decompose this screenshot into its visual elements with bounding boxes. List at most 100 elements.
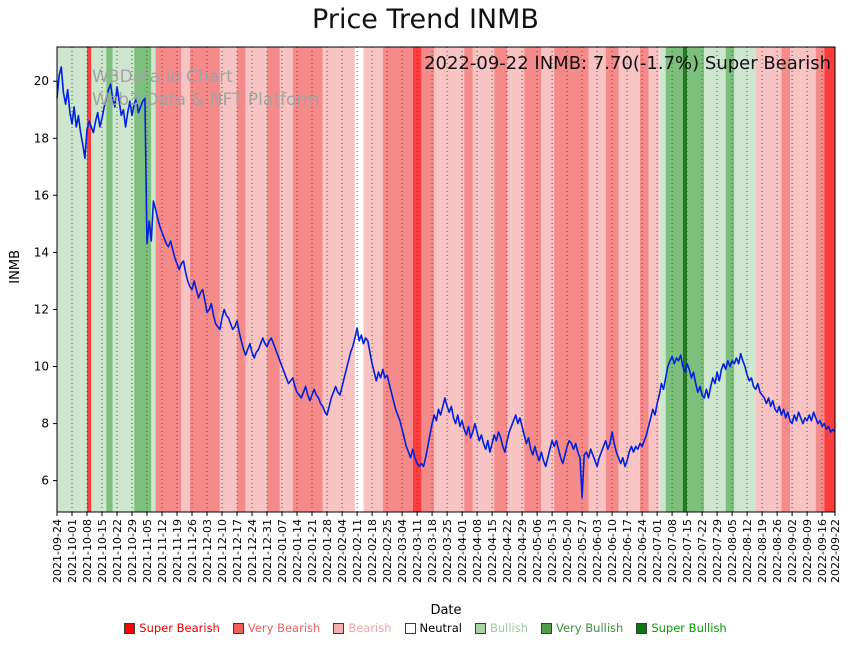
legend-label-super-bullish: Super Bullish [651, 621, 727, 635]
legend-item-super-bearish: Super Bearish [124, 621, 220, 635]
x-tick-label: 2022-05-13 [546, 519, 559, 583]
legend-item-neutral: Neutral [404, 621, 462, 635]
sentiment-band-bearish [618, 47, 640, 512]
sentiment-band-very-bearish [292, 47, 323, 512]
x-tick-label: 2022-07-01 [651, 519, 664, 583]
y-tick-label: 18 [34, 131, 49, 145]
legend-swatch-very-bearish [232, 622, 244, 634]
y-tick-label: 20 [34, 74, 49, 88]
x-tick-label: 2021-10-08 [81, 519, 94, 583]
x-tick-label: 2022-06-24 [636, 519, 649, 583]
legend-label-super-bearish: Super Bearish [139, 621, 220, 635]
x-tick-label: 2022-02-25 [381, 519, 394, 583]
sentiment-band-very-bearish [237, 47, 246, 512]
x-tick-label: 2021-12-10 [216, 519, 229, 583]
x-tick-label: 2022-01-28 [321, 519, 334, 583]
x-tick-label: 2022-09-09 [801, 519, 814, 583]
sentiment-band-bearish [472, 47, 495, 512]
legend-item-bullish: Bullish [474, 621, 529, 635]
x-tick-label: 2022-07-22 [696, 519, 709, 583]
x-tick-label: 2021-09-24 [51, 519, 64, 583]
x-tick-label: 2022-08-05 [726, 519, 739, 583]
sentiment-band-very-bearish [189, 47, 220, 512]
legend-item-super-bullish: Super Bullish [636, 621, 727, 635]
sentiment-band-very-bearish [554, 47, 589, 512]
sentiment-band-bearish [507, 47, 525, 512]
sentiment-band-very-bearish [781, 47, 790, 512]
x-tick-label: 2022-01-07 [276, 519, 289, 583]
legend-item-bearish: Bearish [333, 621, 392, 635]
x-tick-label: 2022-08-19 [756, 519, 769, 583]
sentiment-band-neutral [354, 47, 364, 512]
y-tick-label: 16 [34, 188, 49, 202]
x-tick-label: 2022-02-18 [366, 519, 379, 583]
x-tick-label: 2022-06-10 [606, 519, 619, 583]
y-tick-label: 10 [34, 360, 49, 374]
y-tick-label: 6 [41, 474, 49, 488]
x-tick-label: 2021-11-19 [171, 519, 184, 583]
x-tick-label: 2022-09-22 [829, 519, 842, 583]
legend-swatch-super-bullish [636, 622, 648, 634]
x-tick-label: 2022-07-15 [681, 519, 694, 583]
y-tick-label: 12 [34, 303, 49, 317]
legend-swatch-bearish [333, 622, 345, 634]
sentiment-band-bullish [151, 47, 156, 512]
sentiment-band-very-bearish [382, 47, 413, 512]
x-tick-label: 2022-02-04 [336, 519, 349, 583]
x-tick-label: 2022-09-16 [816, 519, 829, 583]
sentiment-band-bearish [541, 47, 555, 512]
x-tick-label: 2022-04-08 [471, 519, 484, 583]
x-tick-label: 2022-06-17 [621, 519, 634, 583]
x-tick-label: 2022-05-06 [531, 519, 544, 583]
sentiment-band-very-bullish [106, 47, 113, 512]
sentiment-band-bearish [219, 47, 237, 512]
x-tick-label: 2022-03-25 [441, 519, 454, 583]
sentiment-band-bearish [790, 47, 816, 512]
x-tick-label: 2022-06-03 [591, 519, 604, 583]
sentiment-band-bearish [181, 47, 190, 512]
sentiment-band-bearish [648, 47, 660, 512]
x-tick-label: 2022-03-04 [396, 519, 409, 583]
sentiment-band-very-bearish [815, 47, 825, 512]
legend-swatch-neutral [404, 622, 416, 634]
sentiment-band-very-bullish [134, 47, 152, 512]
x-tick-label: 2021-11-26 [186, 519, 199, 583]
legend-swatch-bullish [474, 622, 486, 634]
x-tick-label: 2021-11-05 [141, 519, 154, 583]
legend-item-very-bullish: Very Bullish [541, 621, 623, 635]
x-tick-label: 2022-08-26 [771, 519, 784, 583]
x-tick-label: 2022-08-12 [741, 519, 754, 583]
legend-label-very-bearish: Very Bearish [247, 621, 321, 635]
legend-label-very-bullish: Very Bullish [556, 621, 624, 635]
chart-title: Price Trend INMB [312, 4, 539, 35]
x-tick-label: 2021-12-24 [246, 519, 259, 583]
sentiment-band-very-bearish [267, 47, 280, 512]
x-tick-label: 2022-02-11 [351, 519, 364, 583]
sentiment-band-super-bearish [824, 47, 835, 512]
x-tick-label: 2022-04-15 [486, 519, 499, 583]
x-tick-label: 2022-05-20 [561, 519, 574, 583]
sentiment-band-very-bearish [464, 47, 473, 512]
legend-item-very-bearish: Very Bearish [232, 621, 321, 635]
sentiment-band-bearish [245, 47, 267, 512]
sentiment-band-super-bullish [682, 47, 688, 512]
legend-label-bearish: Bearish [348, 621, 392, 635]
x-tick-label: 2022-03-18 [426, 519, 439, 583]
x-tick-label: 2021-10-01 [66, 519, 79, 583]
legend-label-bullish: Bullish [489, 621, 529, 635]
sentiment-band-bullish [112, 47, 135, 512]
x-tick-label: 2022-07-29 [711, 519, 724, 583]
x-tick-label: 2021-12-03 [201, 519, 214, 583]
legend-swatch-super-bearish [124, 622, 136, 634]
x-tick-label: 2021-10-29 [126, 519, 139, 583]
sentiment-band-very-bearish [494, 47, 508, 512]
x-tick-label: 2022-04-01 [456, 519, 469, 583]
y-axis-label: INMB [8, 250, 23, 284]
price-annotation: 2022-09-22 INMB: 7.70(-1.7%) Super Beari… [424, 53, 831, 74]
sentiment-band-bearish [363, 47, 383, 512]
y-tick-label: 14 [34, 245, 49, 259]
x-tick-label: 2021-10-15 [96, 519, 109, 583]
sentiment-band-very-bullish [687, 47, 705, 512]
x-tick-label: 2022-05-27 [576, 519, 589, 583]
sentiment-band-bearish [279, 47, 293, 512]
